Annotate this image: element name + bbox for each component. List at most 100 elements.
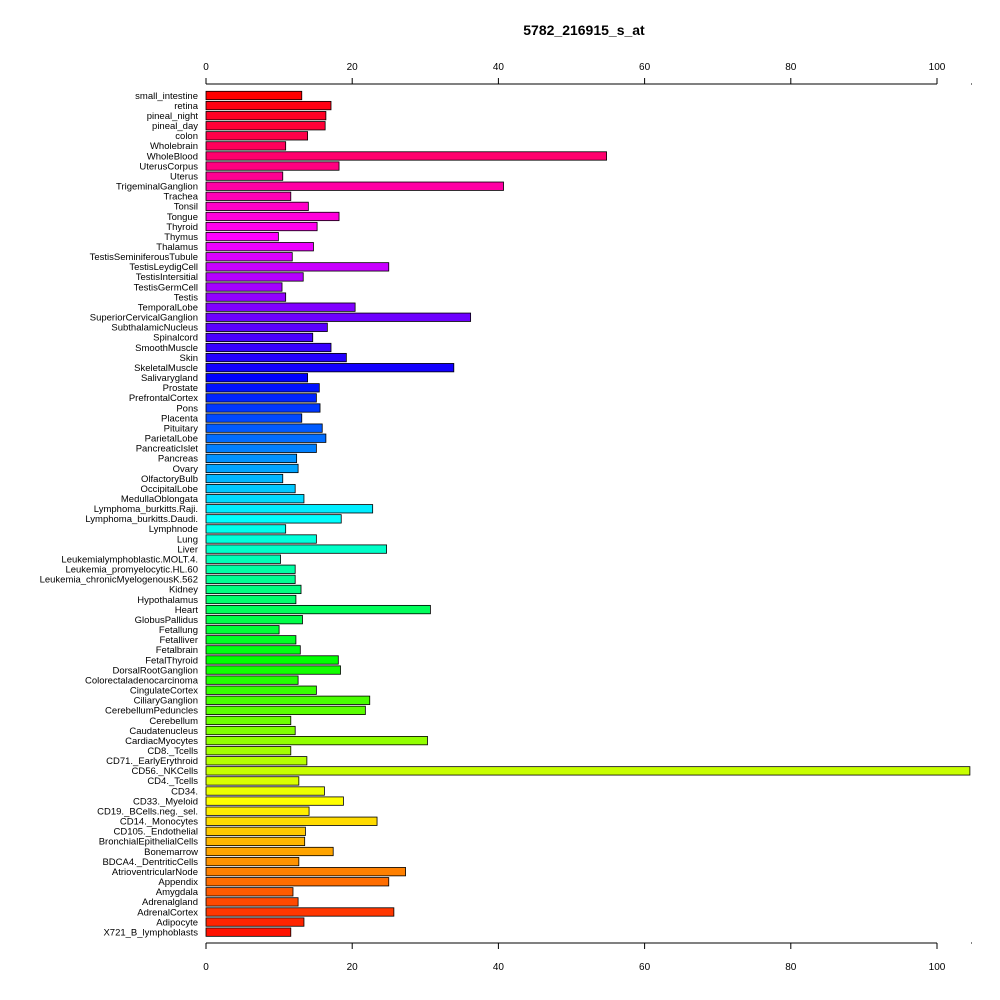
category-label: Bonemarrow <box>144 847 198 858</box>
category-label: SmoothMuscle <box>135 343 198 354</box>
category-label: Prostate <box>163 383 198 394</box>
category-label: Thalamus <box>156 242 198 253</box>
bar <box>205 725 296 736</box>
category-label: SuperiorCervicalGanglion <box>90 313 198 324</box>
category-label: Tongue <box>167 212 198 223</box>
bar <box>205 292 287 302</box>
bar <box>205 856 300 867</box>
bar <box>205 625 280 635</box>
category-label: TestisGermCell <box>134 282 198 293</box>
bar <box>205 574 296 584</box>
category-label: Liver <box>177 544 198 555</box>
category-label: WholeBlood <box>147 151 198 162</box>
bar <box>205 806 310 816</box>
category-label: CiliaryGanglion <box>134 696 198 707</box>
bar <box>205 232 279 242</box>
bar <box>205 615 303 625</box>
bar <box>205 877 390 887</box>
category-label: retina <box>174 101 198 112</box>
bar <box>205 685 317 695</box>
category-label: pineal_night <box>147 111 199 122</box>
bar <box>205 715 292 726</box>
category-labels: small_intestineretinapineal_nightpineal_… <box>40 91 199 939</box>
bar <box>205 211 340 222</box>
category-label: CardiacMyocytes <box>125 736 198 747</box>
bar <box>205 736 428 746</box>
category-label: Appendix <box>158 877 198 888</box>
category-label: OccipitalLobe <box>140 484 198 495</box>
category-label: Pituitary <box>164 423 199 434</box>
category-label: BronchialEpithelialCells <box>99 837 199 848</box>
bar <box>205 111 327 121</box>
bottom-axis-tick-label: 60 <box>639 962 651 973</box>
bar <box>205 332 314 343</box>
category-label: CD4._Tcells <box>147 776 198 787</box>
category-label: CingulateCortex <box>130 686 198 697</box>
bar <box>205 524 287 534</box>
bar <box>205 242 314 252</box>
top-axis-tick-label: 0 <box>203 62 209 73</box>
bottom-axis-tick-label: 100 <box>929 962 946 973</box>
bar <box>205 504 374 514</box>
category-label: X721_B_lymphoblasts <box>103 927 198 938</box>
bar <box>205 131 309 141</box>
category-label: Lymphnode <box>149 524 198 535</box>
category-label: TestisLeydigCell <box>129 262 198 273</box>
category-label: Amygdala <box>156 887 199 898</box>
category-label: Lymphoma_burkitts.Raji. <box>94 504 198 515</box>
bar <box>205 312 472 322</box>
category-label: CD33._Myeloid <box>133 796 198 807</box>
bar <box>205 403 321 413</box>
category-label: Pons <box>176 403 198 414</box>
bar <box>205 100 332 111</box>
category-label: TemporalLobe <box>138 302 198 313</box>
bar <box>205 453 298 463</box>
bar <box>205 363 455 373</box>
bar <box>205 604 431 615</box>
category-label: FetalThyroid <box>145 655 198 666</box>
bar <box>205 746 292 756</box>
bar <box>205 776 300 786</box>
bottom-axis-tick-label: 40 <box>493 962 505 973</box>
bar <box>205 826 306 836</box>
bar <box>205 463 299 474</box>
top-axis: 0 20 40 60 80 100 <box>203 62 972 85</box>
category-label: Lymphoma_burkitts.Daudi. <box>85 514 198 525</box>
bar <box>205 221 318 232</box>
bar <box>205 413 303 423</box>
category-label: CD56._NKCells <box>131 766 198 777</box>
top-axis-tick-label: 60 <box>639 62 651 73</box>
bar <box>205 484 296 494</box>
category-label: BDCA4._DentriticCells <box>102 857 198 868</box>
bar <box>205 665 341 675</box>
bars-group <box>205 90 971 937</box>
bar <box>205 695 371 705</box>
bar <box>205 282 283 292</box>
bar <box>205 887 294 897</box>
category-label: DorsalRootGanglion <box>112 665 198 676</box>
bar <box>205 352 347 363</box>
top-axis-tick-label: 20 <box>347 62 359 73</box>
bar <box>205 867 406 877</box>
bottom-axis-tick-label: 0 <box>203 962 209 973</box>
category-label: Trachea <box>164 192 199 203</box>
bar <box>205 181 504 191</box>
bar <box>205 584 302 595</box>
category-label: pineal_day <box>152 121 198 132</box>
category-label: CD71._EarlyErythroid <box>106 756 198 767</box>
bar <box>205 171 284 181</box>
category-label: GlobusPallidus <box>135 615 199 626</box>
category-label: small_intestine <box>135 91 198 102</box>
category-label: PancreaticIslet <box>136 444 199 455</box>
category-label: CerebellumPeduncles <box>105 706 198 717</box>
bar <box>205 191 292 201</box>
bar <box>205 423 323 433</box>
bar <box>205 786 325 796</box>
category-label: Fetalbrain <box>156 645 198 656</box>
bar <box>205 544 387 554</box>
category-label: colon <box>175 131 198 142</box>
bar <box>205 836 306 847</box>
bar <box>205 433 327 443</box>
chart-title: 5782_216915_s_at <box>523 22 645 38</box>
